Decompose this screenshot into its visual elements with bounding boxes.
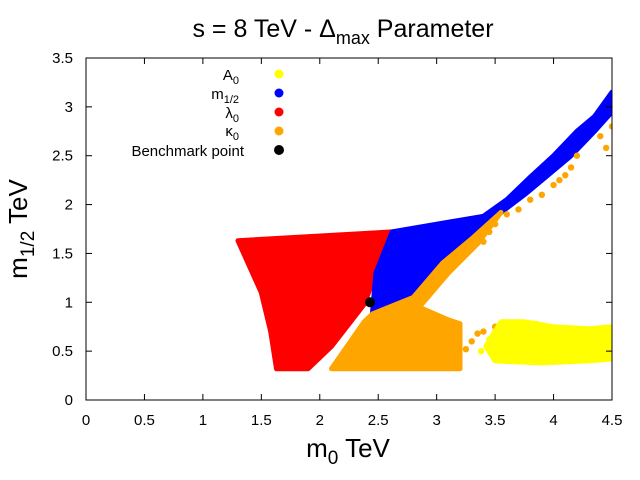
y-axis-title-subscript: 1/2: [18, 231, 39, 257]
data-point-0: [474, 330, 481, 337]
x-axis-title: m0 TeV: [306, 433, 390, 469]
chart-title-main: s = 8 TeV - Δ: [192, 15, 335, 43]
data-point-0: [503, 211, 510, 218]
y-tick-label: 2.5: [52, 148, 73, 165]
x-tick-label: 1: [199, 412, 207, 429]
x-tick-label: 2: [316, 412, 324, 429]
legend-label-benchmark: Benchmark point: [131, 143, 244, 160]
x-tick-label: 4.5: [602, 412, 623, 429]
x-axis-title-main: m: [306, 433, 328, 463]
legend-label-a0-subscript: 0: [233, 75, 239, 87]
legend-item-lambda0: λ0: [225, 105, 284, 125]
x-tick-label: 4: [549, 412, 557, 429]
data-point-a0: [491, 328, 499, 335]
series-0: [329, 123, 621, 372]
data-point-0: [556, 176, 563, 184]
x-tick-label: 0.5: [134, 412, 155, 429]
legend-item-a0: A0: [223, 67, 284, 87]
legend-item-m-half: m1/2: [211, 86, 284, 106]
legend-label-lambda0-main: λ: [225, 105, 233, 122]
series-region-0: [329, 209, 504, 372]
legend-marker-kappa0: [274, 126, 284, 136]
data-point-a0: [573, 328, 581, 335]
data-point-a0: [503, 352, 510, 360]
x-tick-label: 0: [82, 412, 90, 429]
data-point-0: [602, 144, 610, 152]
data-layer: [235, 89, 621, 372]
legend-label-lambda0-subscript: 0: [233, 113, 239, 125]
y-tick-label: 3.5: [52, 50, 73, 67]
y-tick-label: 0: [65, 392, 73, 409]
legend-label-kappa0-main: κ: [225, 123, 233, 140]
legend-marker-a0: [274, 69, 284, 79]
y-tick-label: 0.5: [52, 343, 73, 360]
y-axis: 0 0.5 1 1.5 2 2.5 3 3.5: [52, 50, 612, 409]
x-tick-label: 1.5: [251, 412, 272, 429]
data-point-0: [538, 191, 546, 198]
legend-label-a0-main: A: [223, 67, 233, 84]
x-axis-title-subscript: 0: [328, 448, 339, 469]
legend-label-kappa0-subscript: 0: [233, 131, 239, 143]
data-point-0: [526, 196, 534, 203]
data-point-0: [462, 345, 470, 353]
legend-label-a0: A0: [223, 67, 239, 87]
y-axis-title-main: m: [3, 257, 33, 279]
data-point-0: [608, 123, 612, 130]
y-axis-title-tail: TeV: [3, 179, 33, 231]
data-point-0: [562, 172, 569, 179]
data-point-a0: [602, 343, 610, 350]
chart-title-tail: Parameter: [370, 15, 494, 43]
legend-marker-lambda0: [274, 107, 284, 117]
legend-marker-benchmark: [274, 145, 284, 155]
legend-label-m-half-subscript: 1/2: [224, 94, 239, 106]
plot-frame: [85, 57, 613, 401]
y-axis-title: m1/2 TeV: [3, 179, 39, 279]
data-point-0: [573, 152, 581, 159]
legend-label-lambda0: λ0: [225, 105, 239, 125]
x-axis: 0 0.5 1 1.5 2 2.5 3 3.5 4 4.5: [82, 58, 623, 429]
legend-item-kappa0: κ0: [225, 123, 284, 143]
data-point-a0: [532, 320, 540, 327]
data-point-0: [468, 338, 475, 345]
series-m12: [369, 89, 612, 317]
x-tick-label: 3: [432, 412, 440, 429]
data-point-0: [515, 206, 522, 213]
data-point-a0: [515, 326, 522, 333]
y-tick-label: 1: [65, 294, 73, 311]
x-tick-label: 3.5: [485, 412, 506, 429]
legend-label-m-half-main: m: [211, 86, 224, 103]
data-point-0: [615, 177, 621, 183]
data-point-0: [486, 228, 493, 236]
data-point-0: [567, 164, 575, 171]
data-point-a0: [486, 336, 493, 343]
y-tick-label: 1.5: [52, 245, 73, 262]
x-tick-label: 2.5: [368, 412, 389, 429]
x-axis-title-tail: TeV: [338, 433, 390, 463]
data-point-0: [597, 132, 604, 140]
series-a0: [477, 319, 612, 366]
legend-marker-m-half: [274, 88, 284, 98]
data-point-a0: [556, 326, 563, 333]
data-point-0: [491, 220, 499, 228]
legend-label-kappa0: κ0: [225, 123, 239, 143]
y-tick-label: 2: [65, 197, 73, 214]
series-region-m12: [369, 89, 612, 317]
y-tick-label: 3: [65, 99, 73, 116]
data-point-0: [480, 328, 487, 335]
chart-title: s = 8 TeV - Δmax Parameter: [192, 15, 493, 48]
legend-label-m-half: m1/2: [211, 86, 239, 106]
chart-title-subscript: max: [336, 28, 370, 48]
legend: A0 m1/2 λ0 κ0 Benchmark point: [131, 67, 284, 160]
benchmark-point: [365, 297, 376, 308]
legend-item-benchmark: Benchmark point: [131, 143, 284, 160]
data-point-a0: [591, 330, 598, 337]
data-point-0: [480, 238, 487, 245]
data-point-a0: [477, 347, 485, 355]
data-point-0: [550, 181, 557, 189]
